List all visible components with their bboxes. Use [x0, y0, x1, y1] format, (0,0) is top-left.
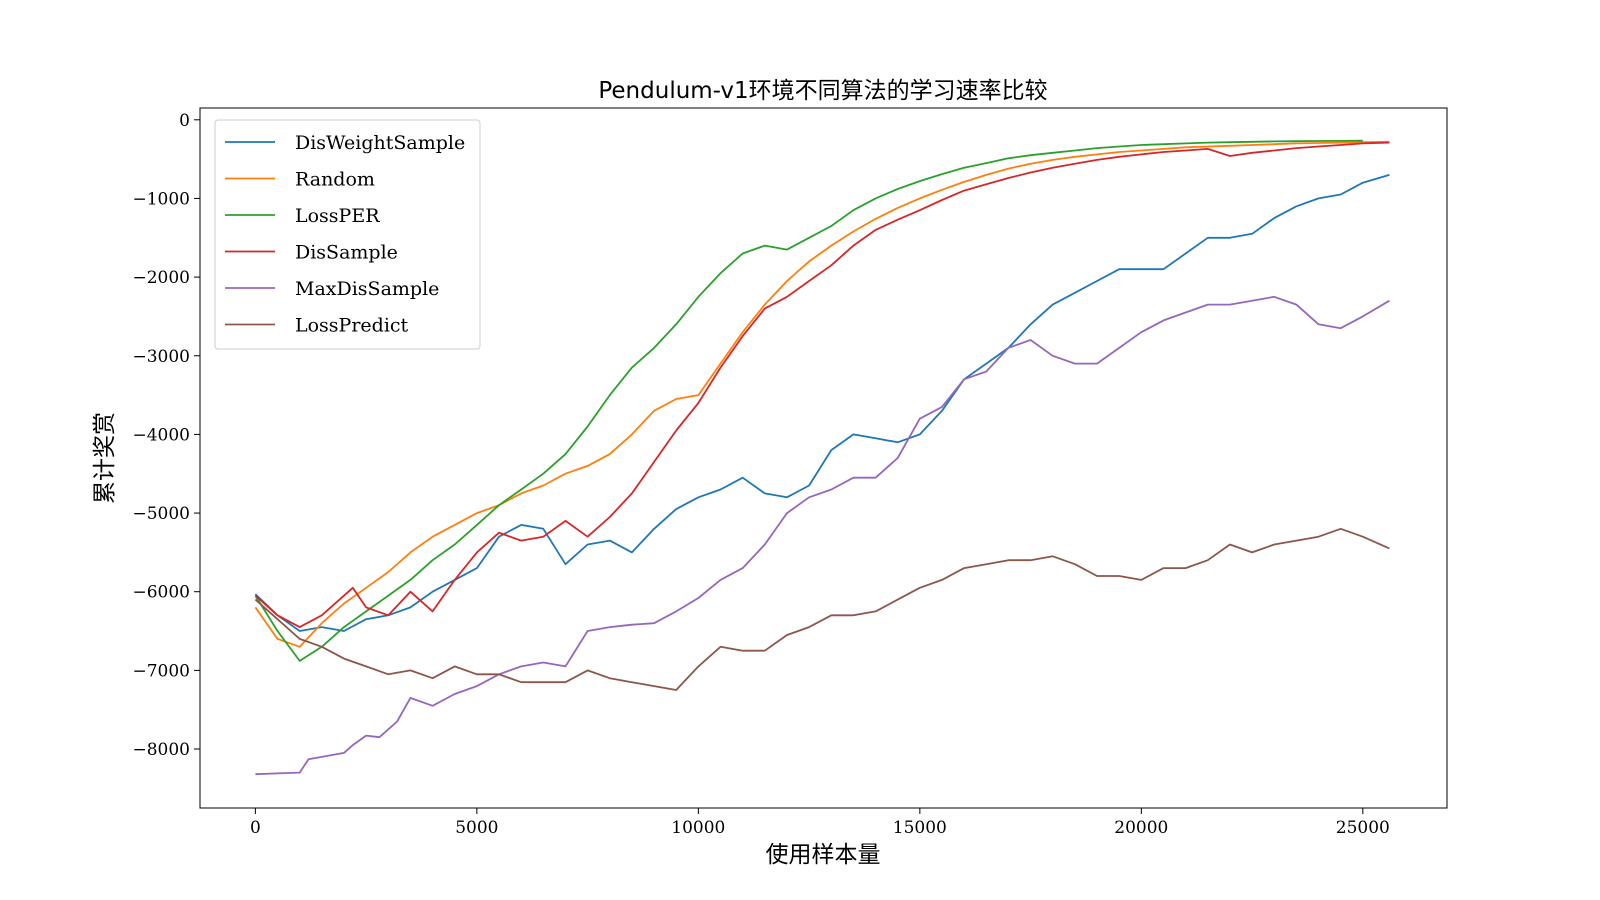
legend-entry: LossPredict [295, 315, 409, 337]
legend: DisWeightSample Random LossPER DisSample Max… [214, 119, 481, 350]
x-tick-label: 25000 [1336, 818, 1390, 838]
y-axis-label: 累计奖赏 [92, 412, 118, 504]
x-tick-label: 20000 [1114, 818, 1168, 838]
series-line-2 [254, 139, 1363, 662]
y-tick-label: −8000 [132, 740, 190, 760]
x-tick-label: 15000 [893, 818, 947, 838]
series-line-5 [254, 527, 1390, 691]
y-tick-label: −5000 [132, 504, 190, 524]
y-tick-label: −2000 [132, 268, 190, 288]
y-axis-ticks: 0 −1000 −2000 −3000 −4000 −5000 −6000 −7000 −800… [132, 111, 200, 760]
series-line-0 [254, 174, 1390, 632]
y-tick-label: −7000 [132, 661, 190, 681]
y-tick-label: −3000 [132, 347, 190, 367]
legend-entry: DisSample [295, 242, 398, 264]
legend-box [214, 119, 481, 350]
y-tick-label: −4000 [132, 425, 190, 445]
legend-entry: MaxDisSample [295, 278, 439, 300]
legend-entry: Random [295, 169, 375, 191]
x-axis-ticks: 0 5000 10000 15000 20000 25000 [250, 808, 1390, 838]
series-line-1 [254, 140, 1390, 648]
y-tick-label: −6000 [132, 583, 190, 603]
x-tick-label: 10000 [671, 818, 725, 838]
series-layer [254, 139, 1390, 776]
x-axis-label: 使用样本量 [766, 842, 881, 868]
legend-entry: LossPER [295, 205, 380, 227]
series-line-3 [254, 141, 1390, 628]
series-line-4 [255, 295, 1390, 776]
x-tick-label: 5000 [455, 818, 498, 838]
chart-title: Pendulum-v1环境不同算法的学习速率比较 [598, 78, 1047, 104]
y-tick-label: 0 [179, 111, 190, 131]
legend-entry: DisWeightSample [295, 132, 465, 154]
y-tick-label: −1000 [132, 189, 190, 209]
x-tick-label: 0 [250, 818, 261, 838]
plot-frame [199, 107, 1448, 809]
